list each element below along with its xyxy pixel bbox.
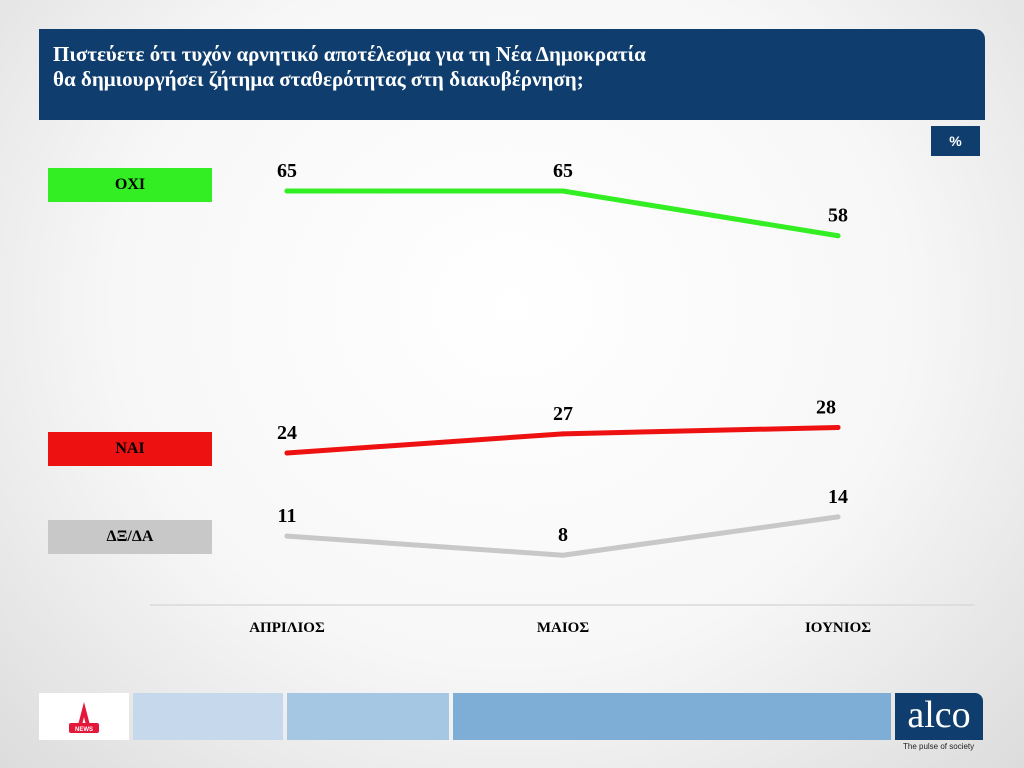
alco-logo: alco [895,693,983,740]
data-label-0-1: 65 [553,160,573,182]
data-label-1-2: 28 [816,396,836,418]
footer-band-2 [287,693,449,740]
data-point-1-2 [835,424,841,430]
news-logo-text: NEWS [75,727,93,733]
x-tick-label-0: ΑΠΡΙΛΙΟΣ [249,620,325,636]
data-point-0-0 [284,188,290,194]
chart-title-line2: θα δημιουργήσει ζήτημα σταθερότητας στη … [53,67,584,91]
x-tick-label-1: ΜΑΙΟΣ [537,620,589,636]
data-point-0-1 [560,188,566,194]
data-point-2-0 [284,533,290,539]
alpha-news-logo-icon: NEWS [69,702,99,733]
unit-badge: % [931,126,980,156]
line-chart: 65 65 58 24 27 28 11 8 14 ΑΠΡΙΛΙΟΣ ΜΑΙΟΣ ΙΟΥΝΙΟΣ [150,160,975,636]
alco-tagline: The pulse of society [903,742,975,751]
data-label-2-1: 8 [558,524,568,546]
x-tick-label-2: ΙΟΥΝΙΟΣ [805,620,871,636]
data-label-1-1: 27 [553,403,573,425]
chart-title-line1: Πιστεύετε ότι τυχόν αρνητικό αποτέλεσμα … [53,42,646,66]
news-logo: NEWS [39,693,129,740]
data-label-1-0: 24 [277,422,297,444]
data-point-2-2 [835,514,841,520]
legend-item-dk: ΔΞ/ΔΑ [48,520,212,554]
footer-band-3 [453,693,891,740]
data-point-1-1 [560,431,566,437]
title-bar: Πιστεύετε ότι τυχόν αρνητικό αποτέλεσμα … [39,29,985,120]
legend-item-nai: ΝΑΙ [48,432,212,466]
legend-label-dk: ΔΞ/ΔΑ [106,528,154,545]
legend-label-oxi: ΟΧΙ [114,176,146,193]
data-label-2-0: 11 [278,505,297,527]
series-line-0 [284,188,841,239]
series-line-1 [284,424,841,456]
data-point-0-2 [835,233,841,239]
footer-band-1 [133,693,283,740]
data-label-0-0: 65 [277,160,297,182]
data-point-2-1 [560,552,566,558]
data-label-2-2: 14 [828,486,848,508]
data-point-1-0 [284,450,290,456]
legend-item-oxi: ΟΧΙ [48,168,212,202]
legend-label-nai: ΝΑΙ [115,440,145,457]
data-label-0-2: 58 [828,205,848,227]
